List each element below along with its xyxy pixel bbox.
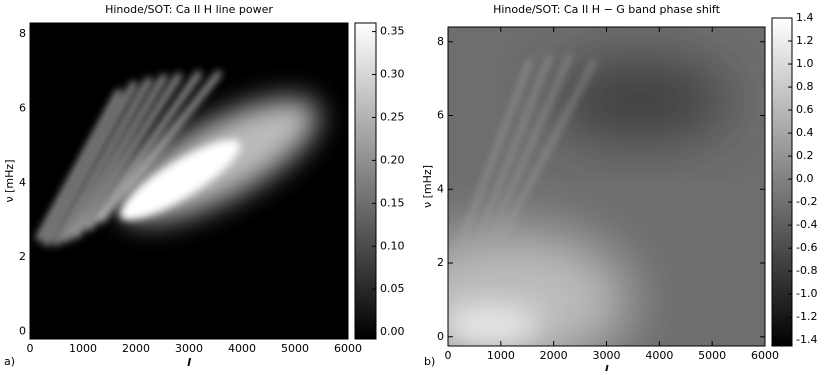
x-tick-label: 0 [445,349,452,362]
colorbar-tick-label: -0.4 [796,218,817,231]
x-tick-label: 2000 [540,349,568,362]
colorbar-tick-label: 0.10 [380,239,405,252]
x-tick-label: 1000 [69,342,97,355]
y-tick-label: 8 [19,27,26,40]
x-axis-label: l [605,363,609,371]
y-tick-label: 6 [437,109,444,122]
x-tick-label: 5000 [698,349,726,362]
y-tick-label: 4 [19,176,26,189]
y-tick-label: 2 [437,256,444,269]
colorbar-tick-label: 0.6 [796,103,814,116]
x-tick-label: 2000 [122,342,150,355]
colorbar-tick-label: 0.05 [380,282,405,295]
y-tick-label: 4 [437,182,444,195]
colorbar-tick-label: 0.35 [380,25,405,38]
x-tick-label: 6000 [334,342,362,355]
colorbar-tick-label: -1.2 [796,310,817,323]
y-axis-label: ν [mHz] [421,165,434,208]
colorbar-tick-label: -0.6 [796,241,817,254]
x-tick-label: 6000 [751,349,779,362]
x-tick-label: 3000 [175,342,203,355]
colorbar [354,22,377,340]
y-tick-label: 0 [437,330,444,343]
panel-label: a) [4,355,15,368]
y-axis-label: ν [mHz] [3,160,16,203]
x-tick-label: 4000 [645,349,673,362]
colorbar-tick-label: -0.2 [796,195,817,208]
colorbar-tick-label: 0.15 [380,196,405,209]
colorbar [771,17,793,347]
colorbar-tick-label: 1.2 [796,34,814,47]
chart-title: Hinode/SOT: Ca II H line power [105,3,273,16]
chart-title: Hinode/SOT: Ca II H − G band phase shift [493,3,721,16]
colorbar-tick-label: 0.25 [380,110,405,123]
y-tick-label: 2 [19,250,26,263]
y-tick-label: 8 [437,35,444,48]
colorbar-tick-label: 0.30 [380,68,405,81]
colorbar-tick-label: 0.4 [796,126,814,139]
panel-label: b) [424,355,435,368]
x-tick-label: 4000 [228,342,256,355]
colorbar-tick-label: -0.8 [796,264,817,277]
heatmap-image [448,27,765,346]
colorbar-tick-label: 1.4 [796,11,814,24]
colorbar-tick-label: 0.8 [796,80,814,93]
colorbar-tick-label: 0.00 [380,325,405,338]
colorbar-tick-label: -1.4 [796,333,817,346]
colorbar-tick-label: 0.0 [796,172,814,185]
colorbar-tick-label: -1.0 [796,287,817,300]
x-tick-label: 1000 [487,349,515,362]
x-tick-label: 0 [27,342,34,355]
x-axis-label: l [187,356,191,369]
colorbar-tick-label: 0.2 [796,149,814,162]
colorbar-tick-label: 0.20 [380,153,405,166]
colorbar-tick-label: 1.0 [796,57,814,70]
x-tick-label: 5000 [281,342,309,355]
x-tick-label: 3000 [593,349,621,362]
y-tick-label: 6 [19,102,26,115]
heatmap-image [30,23,348,339]
y-tick-label: 0 [19,325,26,338]
